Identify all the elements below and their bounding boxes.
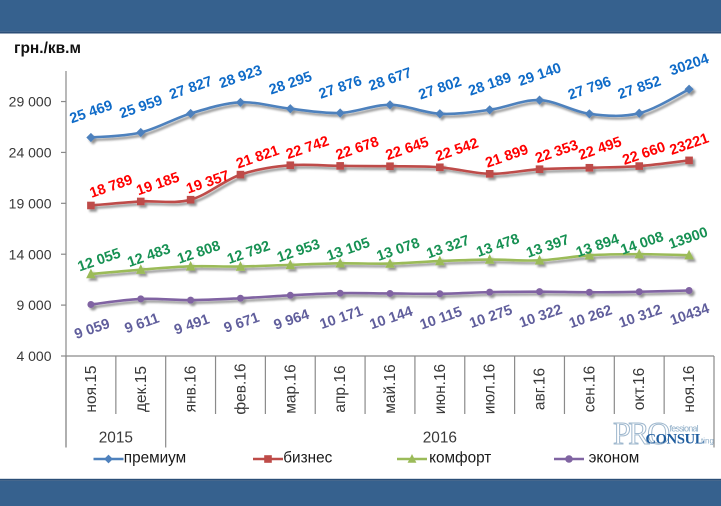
svg-text:июл.16: июл.16 <box>482 364 499 415</box>
svg-text:29 000: 29 000 <box>9 94 52 110</box>
svg-text:фев.16: фев.16 <box>232 363 249 414</box>
svg-text:мар.16: мар.16 <box>282 364 299 413</box>
svg-text:ноя.15: ноя.15 <box>83 365 100 412</box>
svg-text:19 000: 19 000 <box>9 195 52 211</box>
svg-text:июн.16: июн.16 <box>432 364 449 414</box>
svg-text:PRO: PRO <box>613 415 669 451</box>
svg-text:грн./кв.м: грн./кв.м <box>14 40 81 57</box>
svg-text:эконом: эконом <box>589 450 640 467</box>
svg-text:24 000: 24 000 <box>9 145 52 161</box>
svg-text:14 000: 14 000 <box>9 246 52 262</box>
svg-text:ting: ting <box>701 437 714 446</box>
svg-text:сен.16: сен.16 <box>581 366 598 412</box>
svg-text:янв.16: янв.16 <box>183 366 200 413</box>
svg-text:май.16: май.16 <box>382 364 399 413</box>
svg-text:ноя.16: ноя.16 <box>681 365 698 412</box>
svg-text:авг.16: авг.16 <box>532 368 549 410</box>
svg-text:4 000: 4 000 <box>16 348 51 364</box>
svg-text:CONSUL: CONSUL <box>646 432 705 448</box>
svg-text:9 000: 9 000 <box>16 297 51 313</box>
svg-text:2015: 2015 <box>99 429 133 446</box>
svg-text:2016: 2016 <box>423 429 457 446</box>
svg-text:окт.16: окт.16 <box>631 368 648 411</box>
svg-text:fessional: fessional <box>670 423 699 433</box>
svg-text:премиум: премиум <box>124 450 186 467</box>
svg-text:бизнес: бизнес <box>283 450 332 467</box>
svg-text:дек.15: дек.15 <box>133 366 150 412</box>
svg-text:апр.16: апр.16 <box>332 365 349 412</box>
svg-text:комфорт: комфорт <box>429 450 491 467</box>
